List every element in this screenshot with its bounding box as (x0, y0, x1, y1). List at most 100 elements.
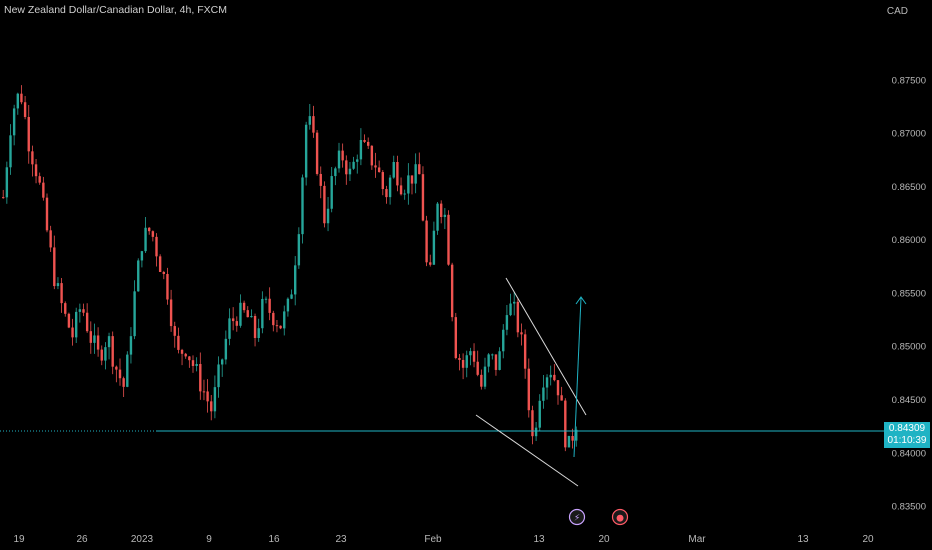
y-tick-label-1: 0.87000 (892, 129, 926, 140)
candle (381, 170, 384, 196)
candle (89, 321, 92, 354)
x-tick-label-7: 13 (533, 534, 545, 545)
candle (465, 350, 468, 378)
candle (261, 291, 264, 334)
candle (330, 167, 333, 213)
candle (45, 193, 49, 233)
candle (352, 156, 355, 170)
candle (363, 134, 366, 144)
price-axis[interactable]: 0.87500 0.87000 0.86500 0.86000 0.85500 0.850… (892, 75, 926, 512)
candle (286, 297, 290, 317)
time-axis[interactable]: 19 26 2023 9 16 23 Feb 13 20 Mar 13 20 (13, 534, 874, 545)
candle (34, 158, 38, 184)
candle (275, 320, 279, 333)
candle (199, 352, 202, 400)
candle (16, 92, 19, 115)
candle (155, 233, 158, 267)
candle (75, 307, 78, 343)
candle (461, 353, 465, 380)
y-tick-label-7: 0.84000 (892, 448, 926, 459)
candle (513, 291, 516, 316)
candle (173, 321, 176, 348)
candle (169, 289, 173, 332)
x-tick-label-4: 16 (268, 534, 280, 545)
candle (377, 160, 381, 173)
candle (567, 435, 571, 448)
candle (487, 353, 490, 373)
candle (239, 294, 242, 328)
candle (23, 95, 27, 120)
candle (85, 303, 89, 333)
candle (206, 379, 209, 413)
candle (571, 428, 574, 449)
candle (93, 323, 96, 354)
wedge-upper-trendline[interactable] (505, 277, 587, 416)
x-tick-label-10: 13 (797, 534, 809, 545)
candle (326, 196, 330, 232)
candle (137, 258, 140, 292)
candle (272, 310, 275, 332)
candle (188, 356, 191, 368)
candle (315, 129, 319, 176)
candle (140, 250, 144, 268)
candle (403, 189, 406, 200)
candle (100, 345, 103, 366)
candle (359, 128, 363, 166)
candle (49, 225, 52, 252)
candle (202, 379, 206, 401)
y-tick-label-8: 0.83500 (892, 502, 926, 513)
x-tick-label-6: Feb (424, 534, 442, 545)
chart-drawings[interactable] (0, 277, 884, 487)
candle (290, 289, 293, 300)
candle (228, 308, 231, 346)
candle (436, 202, 439, 235)
wedge-lower-trendline[interactable] (475, 414, 579, 487)
candle (12, 104, 16, 146)
candle (458, 354, 461, 371)
candle (385, 185, 388, 204)
candle (469, 347, 472, 366)
candle (126, 351, 129, 388)
candle (67, 312, 71, 329)
candle (483, 357, 487, 390)
candle (38, 172, 41, 185)
record-event-icon[interactable]: ● (611, 508, 629, 526)
current-price-tag: 0.84309 01:10:39 (884, 422, 930, 448)
candle (184, 352, 187, 359)
candle (53, 235, 56, 290)
candle (264, 296, 268, 304)
target-arrow-line[interactable] (573, 297, 582, 458)
candle (498, 347, 501, 371)
x-tick-label-0: 19 (13, 534, 25, 545)
candle (279, 325, 282, 330)
candle (312, 105, 315, 138)
candle (82, 303, 85, 317)
x-tick-label-9: Mar (688, 534, 706, 545)
candle (177, 327, 180, 354)
candle (348, 162, 352, 182)
candle (111, 331, 114, 375)
candle (527, 358, 530, 418)
candle (294, 256, 297, 306)
x-tick-label-2: 2023 (131, 534, 154, 545)
svg-text:⚡: ⚡ (574, 514, 580, 524)
bar-countdown: 01:10:39 (887, 435, 927, 446)
candle (257, 318, 260, 342)
x-tick-label-5: 23 (335, 534, 347, 545)
candle (341, 143, 344, 168)
candle (410, 175, 414, 195)
candle (162, 270, 165, 280)
candle (418, 152, 421, 175)
candle (414, 153, 417, 194)
candle (337, 142, 341, 173)
lightning-event-icon[interactable]: ⚡ (568, 508, 586, 526)
candle (9, 124, 12, 175)
candle (367, 137, 370, 149)
candle (268, 287, 271, 321)
candle (115, 365, 118, 383)
candle (454, 312, 457, 360)
candle (472, 343, 476, 368)
candle (301, 174, 304, 244)
candle (129, 327, 133, 364)
